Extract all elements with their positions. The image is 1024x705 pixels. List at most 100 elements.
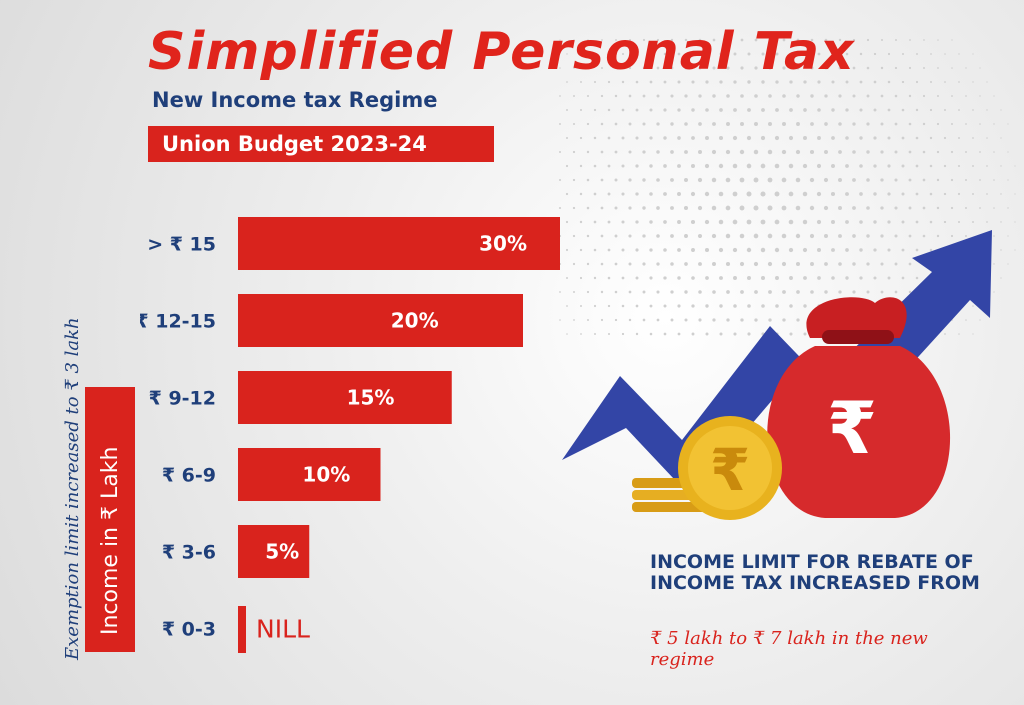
pattern-dot [936,122,940,126]
pattern-dot [607,304,611,308]
pattern-dot [732,247,738,253]
pattern-dot [732,163,738,169]
pattern-dot [852,178,856,182]
pattern-dot [565,164,569,168]
pattern-dot [684,122,688,126]
pattern-dot [887,136,891,140]
pattern-dot [803,80,807,84]
pattern-dot [691,108,695,112]
pattern-dot [697,205,703,211]
pattern-dot [733,304,737,308]
pattern-dot [859,52,863,56]
pattern-dot [718,191,724,197]
pattern-dot [894,66,898,70]
pattern-dot [816,191,822,197]
pattern-dot [705,332,709,336]
pattern-dot [810,66,814,70]
pattern-dot [649,304,653,308]
pattern-dot [663,304,667,308]
pattern-dot [830,191,836,197]
pattern-dot [859,276,863,280]
pattern-dot [698,66,702,70]
category-tick-label: ₹ 12-15 [140,311,216,333]
pattern-dot [697,177,703,183]
pattern-dot [698,38,702,42]
pattern-dot [600,206,604,210]
pattern-dot [951,95,953,97]
pattern-dot [866,94,870,98]
pattern-dot [901,248,905,252]
rebate-heading: INCOME LIMIT FOR REBATE OF INCOME TAX IN… [650,551,980,594]
pattern-dot [747,304,751,308]
pattern-dot [677,248,681,252]
pattern-dot [559,319,561,321]
pattern-dot [565,192,569,196]
pattern-dot [880,66,884,70]
pattern-dot [873,80,877,84]
pattern-dot [593,80,597,84]
pattern-dot [628,318,632,322]
pattern-dot [656,234,660,238]
pattern-dot [873,192,877,196]
pattern-dot [572,262,576,266]
pattern-dot [747,108,751,112]
pattern-dot [558,178,562,182]
pattern-dot [838,150,842,154]
pattern-dot [635,164,639,168]
pattern-dot [901,52,905,56]
pattern-dot [705,80,709,84]
pattern-dot [809,177,815,183]
pattern-dot [572,122,576,126]
pattern-dot [635,304,639,308]
pattern-dot [1014,165,1016,167]
pattern-dot [958,137,960,139]
rupee-money-bag-icon: ₹ [767,297,951,518]
pattern-dot [817,108,821,112]
pattern-dot [579,192,583,196]
pattern-dot [593,276,597,280]
pattern-dot [593,304,597,308]
pattern-dot [586,234,590,238]
pattern-dot [607,192,611,196]
pattern-dot [600,178,604,182]
pattern-dot [796,318,800,322]
pattern-dot [845,108,849,112]
pattern-dot [628,206,632,210]
pattern-dot [754,318,758,322]
pattern-dot [642,122,646,126]
pattern-dot [719,304,723,308]
pattern-dot [753,233,759,239]
pattern-dot [908,178,912,182]
pattern-dot [1014,249,1016,251]
pattern-dot [965,95,967,97]
pattern-dot [559,67,561,69]
pattern-dot [607,108,611,112]
pattern-dot [558,150,562,154]
pattern-dot [621,304,625,308]
pattern-dot [566,53,568,55]
pattern-dot [635,192,639,196]
tax-slab-bar-chart: > ₹ 15 30% ₹ 12-15 20% ₹ 9-12 15% ₹ 6-9 10% ₹ 3-… [140,217,560,653]
pattern-dot [915,80,919,84]
pattern-dot [635,248,639,252]
tax-rate-bar [238,606,246,653]
pattern-dot [950,178,954,182]
pattern-dot [670,234,674,238]
pattern-dot [670,318,674,322]
pattern-dot [795,177,801,183]
pattern-dot [859,248,863,252]
pattern-dot [587,39,589,41]
pattern-dot [712,122,716,126]
pattern-dot [663,52,667,56]
pattern-dot [649,80,653,84]
pattern-dot [781,261,787,267]
pattern-dot [635,52,639,56]
pattern-dot [796,94,800,98]
pattern-dot [831,164,835,168]
pattern-dot [817,276,821,280]
pattern-dot [930,53,932,55]
pattern-dot [943,108,947,112]
pattern-dot [923,67,925,69]
pattern-dot [852,38,856,42]
pattern-dot [656,38,660,42]
